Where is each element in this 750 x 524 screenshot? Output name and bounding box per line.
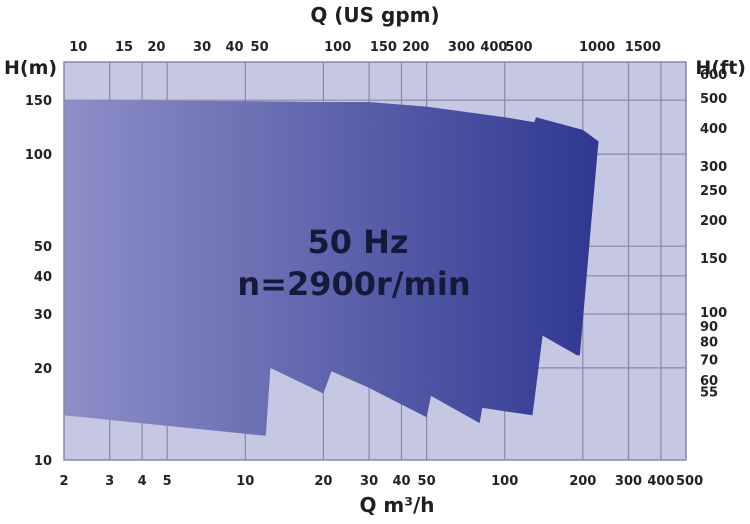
- x-tick-label: 500: [676, 474, 703, 489]
- y-tick-label: 10: [34, 454, 52, 469]
- y-right-tick-label: 200: [700, 214, 727, 229]
- x-tick-label: 2: [59, 474, 68, 489]
- x-top-tick-label: 40: [225, 40, 243, 55]
- y-right-tick-label: 300: [700, 160, 727, 175]
- x-tick-label: 5: [163, 474, 172, 489]
- x-top-tick-label: 1000: [579, 40, 615, 55]
- y-right-tick-label: 150: [700, 252, 727, 267]
- y-tick-label: 40: [34, 270, 52, 285]
- y-axis-left-title: H(m): [4, 57, 57, 79]
- x-top-tick-label: 400: [480, 40, 507, 55]
- speed-label: n=2900r/min: [237, 265, 470, 303]
- x-top-tick-label: 150: [370, 40, 397, 55]
- y-right-tick-label: 250: [700, 184, 727, 199]
- x-tick-label: 50: [418, 474, 436, 489]
- y-right-tick-label: 90: [700, 320, 718, 335]
- y-right-tick-label: 70: [700, 353, 718, 368]
- y-tick-label: 50: [34, 240, 52, 255]
- x-tick-label: 200: [569, 474, 596, 489]
- x-top-tick-label: 30: [193, 40, 211, 55]
- x-axis-bottom-title: Q m³/h: [359, 493, 434, 517]
- x-tick-label: 40: [392, 474, 410, 489]
- x-tick-label: 20: [314, 474, 332, 489]
- plot-frame: [63, 61, 687, 461]
- x-top-tick-label: 10: [69, 40, 87, 55]
- x-axis-top-title: Q (US gpm): [310, 3, 439, 27]
- frequency-label: 50 Hz: [307, 223, 408, 261]
- x-axis-bottom-ticks: 2 3 4 5 10 20 30 40 50 100 200 300 400 500: [59, 474, 703, 489]
- y-tick-label: 20: [34, 362, 52, 377]
- y-axis-right-title: H(ft): [695, 57, 746, 79]
- x-top-tick-label: 100: [324, 40, 351, 55]
- x-tick-label: 4: [138, 474, 147, 489]
- y-right-tick-label: 500: [700, 92, 727, 107]
- x-top-tick-label: 500: [505, 40, 532, 55]
- y-axis-left-ticks: 10 20 30 40 50 100 150: [25, 94, 52, 469]
- x-tick-label: 100: [491, 474, 518, 489]
- x-top-tick-label: 300: [448, 40, 475, 55]
- x-top-tick-label: 1500: [625, 40, 661, 55]
- y-right-tick-label: 55: [700, 385, 718, 400]
- x-tick-label: 10: [236, 474, 254, 489]
- x-tick-label: 400: [647, 474, 674, 489]
- y-right-tick-label: 60: [700, 374, 718, 389]
- x-tick-label: 3: [105, 474, 114, 489]
- x-tick-label: 30: [360, 474, 378, 489]
- x-top-tick-label: 15: [115, 40, 133, 55]
- y-tick-label: 30: [34, 308, 52, 323]
- y-right-tick-label: 80: [700, 336, 718, 351]
- performance-envelope-area: [64, 100, 599, 436]
- x-top-tick-label: 200: [402, 40, 429, 55]
- y-tick-label: 150: [25, 94, 52, 109]
- y-right-tick-label: 400: [700, 122, 727, 137]
- x-top-tick-label: 20: [147, 40, 165, 55]
- x-top-tick-label: 50: [251, 40, 269, 55]
- y-right-tick-label: 600: [700, 68, 727, 83]
- x-tick-label: 300: [615, 474, 642, 489]
- y-right-tick-label: 100: [700, 306, 727, 321]
- y-tick-label: 100: [25, 148, 52, 163]
